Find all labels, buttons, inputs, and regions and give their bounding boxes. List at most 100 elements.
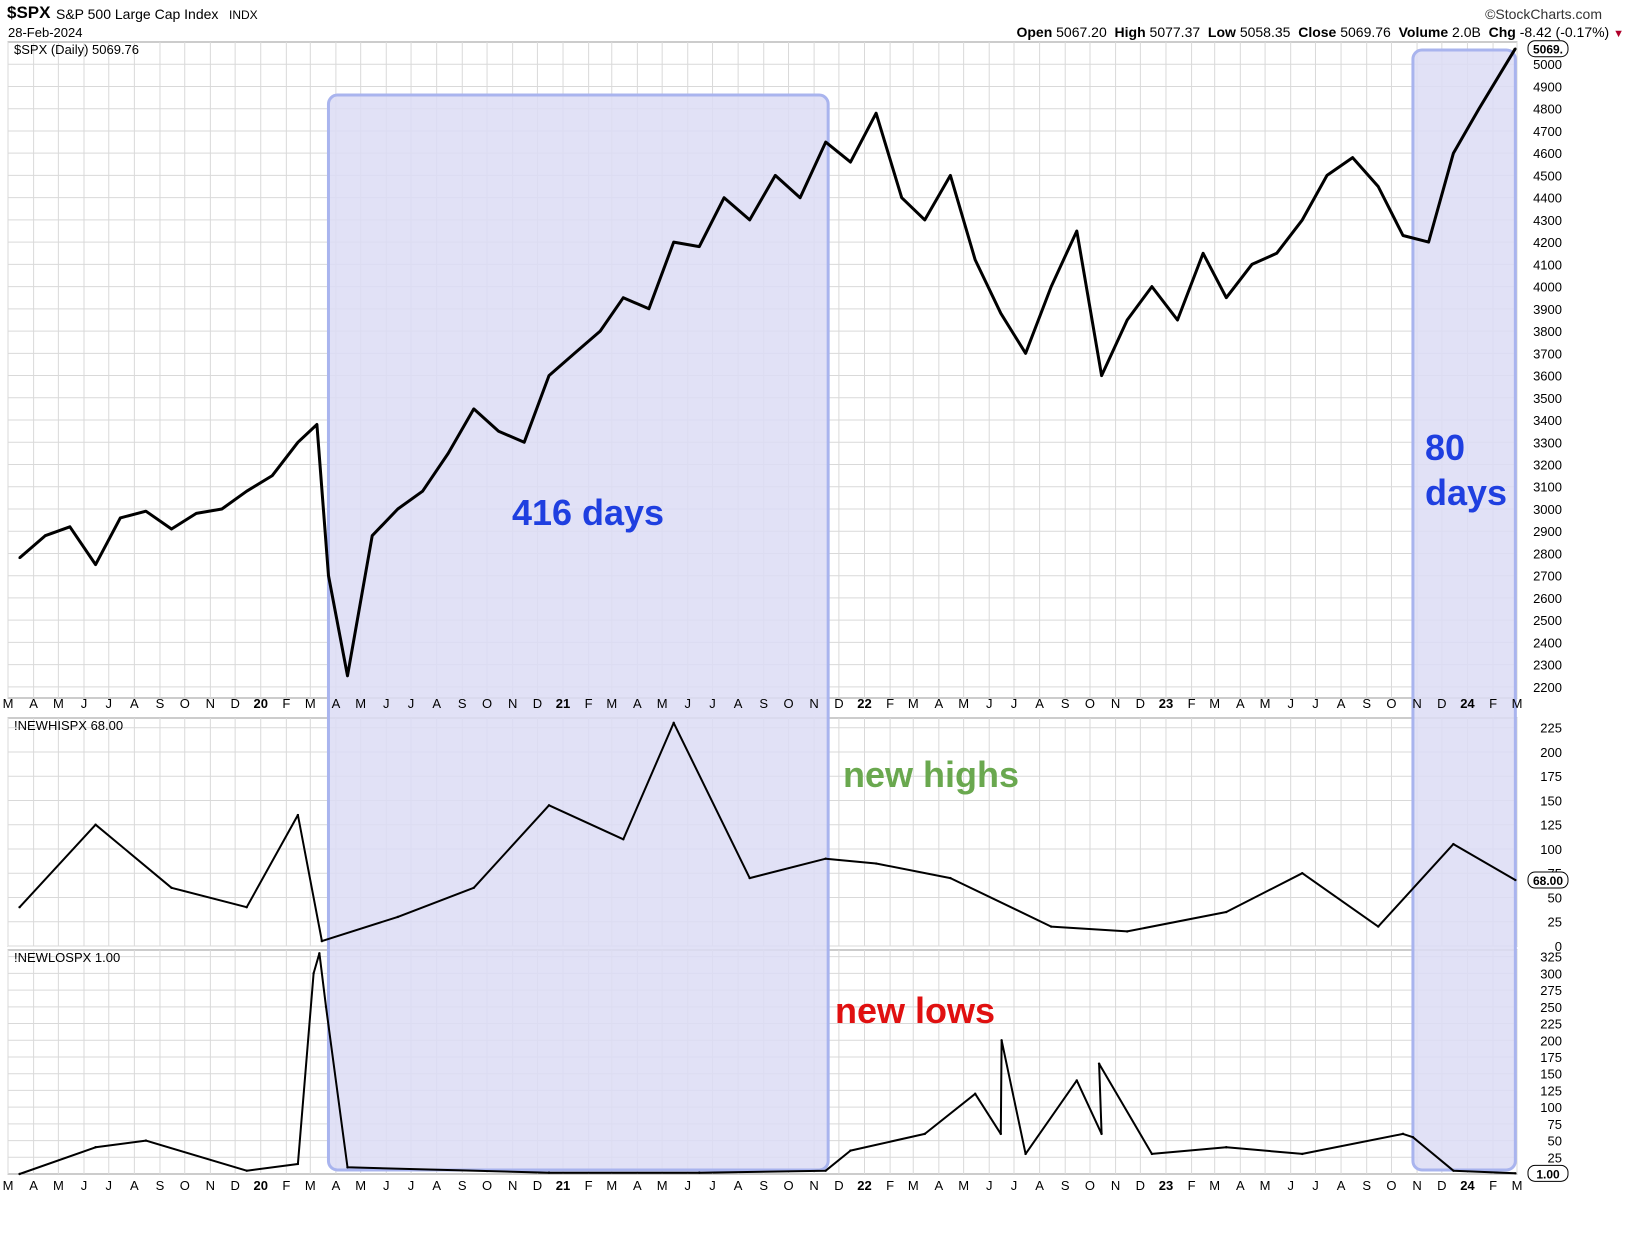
- annotation-new-lows: new lows: [835, 990, 995, 1031]
- data-point: [318, 952, 321, 955]
- x-tick-label: M: [908, 1178, 919, 1193]
- x-tick-label: D: [230, 1178, 239, 1193]
- y-tick-label: 2800: [1533, 546, 1562, 561]
- data-point: [900, 196, 903, 199]
- data-point: [874, 862, 878, 865]
- data-point: [1000, 1039, 1003, 1042]
- data-point: [1201, 252, 1205, 255]
- data-point: [94, 823, 97, 826]
- last-value-tag: 1.00: [1536, 1167, 1560, 1181]
- y-tick-label: 75: [1548, 1117, 1562, 1132]
- x-tick-label: J: [106, 1178, 113, 1193]
- x-tick-label: M: [908, 696, 919, 711]
- x-tick-label: 24: [1460, 696, 1475, 711]
- exchange: INDX: [229, 8, 258, 22]
- x-tick-label: M: [958, 696, 969, 711]
- data-point: [698, 245, 701, 248]
- x-tick-label: F: [282, 696, 290, 711]
- data-point: [170, 527, 173, 531]
- x-tick-label: 24: [1460, 1178, 1475, 1193]
- x-tick-label: N: [508, 1178, 517, 1193]
- x-tick-label: 21: [556, 696, 570, 711]
- x-tick-label: A: [130, 1178, 139, 1193]
- data-point: [18, 556, 21, 560]
- data-point: [798, 196, 802, 199]
- data-point: [371, 534, 374, 537]
- x-tick-label: O: [783, 696, 793, 711]
- legend-label: $SPX (Daily) 5069.76: [14, 42, 139, 57]
- y-tick-label: 4500: [1533, 168, 1562, 183]
- data-point: [1514, 878, 1517, 882]
- x-tick-label: J: [383, 696, 390, 711]
- data-point: [245, 1169, 248, 1172]
- data-point: [824, 1169, 827, 1172]
- data-point: [647, 307, 651, 311]
- data-point: [1150, 285, 1154, 288]
- x-tick-label: A: [1337, 696, 1346, 711]
- data-point: [1097, 1062, 1101, 1065]
- y-tick-label: 4600: [1533, 146, 1562, 161]
- data-point: [1514, 1172, 1517, 1175]
- x-tick-label: F: [1489, 696, 1497, 711]
- x-tick-label: O: [1386, 1178, 1396, 1193]
- data-point: [1049, 285, 1053, 288]
- data-point: [748, 876, 751, 880]
- x-tick-label: S: [759, 696, 768, 711]
- y-tick-label: 200: [1540, 745, 1562, 760]
- x-tick-label: D: [1437, 696, 1446, 711]
- x-tick-label: 23: [1159, 1178, 1173, 1193]
- data-point: [94, 563, 97, 566]
- x-tick-label: M: [606, 696, 617, 711]
- data-point: [973, 258, 977, 262]
- data-point: [1250, 263, 1254, 266]
- x-tick-label: J: [1011, 696, 1018, 711]
- x-tick-label: D: [230, 696, 239, 711]
- data-point: [1301, 218, 1304, 222]
- x-tick-label: A: [29, 696, 38, 711]
- data-point: [1125, 318, 1129, 322]
- x-tick-label: O: [1085, 696, 1095, 711]
- x-tick-label: D: [533, 696, 542, 711]
- data-point: [245, 489, 248, 493]
- high-value: 5077.37: [1149, 24, 1201, 40]
- x-tick-label: 22: [857, 696, 871, 711]
- data-point: [774, 174, 777, 177]
- close-value: 5069.76: [1340, 24, 1391, 40]
- x-tick-label: A: [734, 696, 743, 711]
- data-point: [547, 1171, 551, 1174]
- data-point: [1301, 1152, 1304, 1156]
- x-tick-label: J: [1312, 696, 1319, 711]
- x-tick-label: M: [1209, 1178, 1220, 1193]
- data-point: [447, 452, 450, 455]
- x-tick-label: J: [1011, 1178, 1018, 1193]
- y-tick-label: 300: [1540, 966, 1562, 981]
- x-tick-label: A: [935, 1178, 944, 1193]
- y-tick-label: 4300: [1533, 213, 1562, 228]
- ohlc-readout: Open 5067.20 High 5077.37 Low 5058.35 Cl…: [1016, 24, 1624, 40]
- x-tick-label: J: [383, 1178, 390, 1193]
- x-tick-label: S: [1362, 1178, 1371, 1193]
- open-value: 5067.20: [1056, 24, 1107, 40]
- x-tick-label: M: [1260, 696, 1271, 711]
- y-tick-label: 50: [1548, 890, 1562, 905]
- brand-watermark[interactable]: ©StockCharts.com: [1485, 6, 1602, 22]
- x-tick-label: D: [1136, 1178, 1145, 1193]
- x-tick-label: M: [53, 1178, 64, 1193]
- x-tick-label: N: [206, 696, 215, 711]
- annotation-days: days: [1425, 472, 1507, 513]
- low-label: Low: [1207, 24, 1236, 40]
- x-tick-label: 21: [556, 1178, 570, 1193]
- last-value-tag-box: [1527, 1164, 1569, 1182]
- x-tick-label: S: [156, 696, 165, 711]
- x-tick-label: J: [81, 1178, 88, 1193]
- low-value: 5058.35: [1239, 24, 1291, 40]
- data-point: [547, 804, 551, 807]
- y-tick-label: 325: [1540, 950, 1562, 965]
- data-point: [1377, 925, 1380, 928]
- data-point: [1075, 229, 1078, 233]
- last-value-tag: 5069.: [1533, 43, 1563, 57]
- x-tick-label: A: [29, 1178, 38, 1193]
- data-point: [271, 474, 274, 477]
- x-tick-label: A: [1035, 1178, 1044, 1193]
